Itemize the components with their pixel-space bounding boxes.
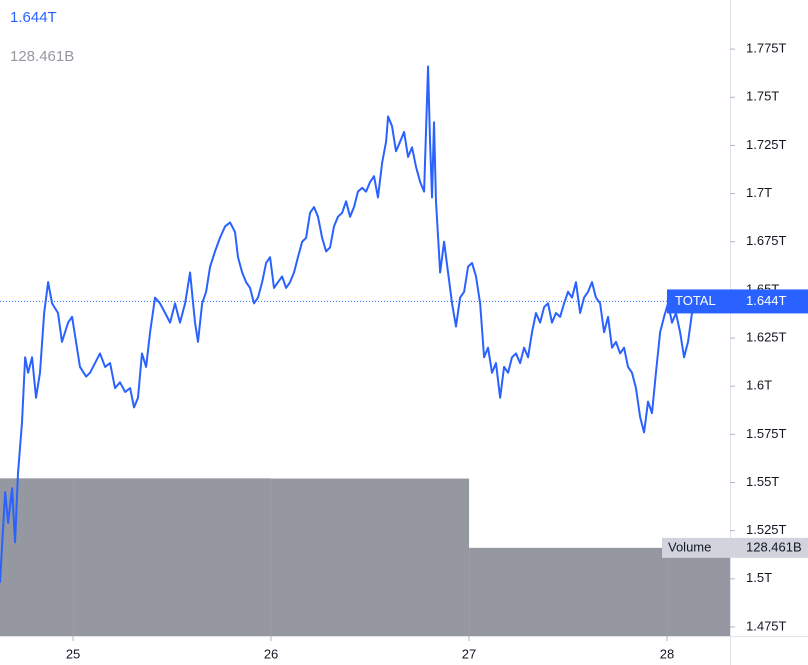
x-tick-label: 25 — [66, 646, 80, 661]
x-tick-label: 26 — [264, 646, 278, 661]
y-tick-label: 1.775T — [746, 41, 787, 56]
volume-tag-name: Volume — [668, 539, 711, 554]
y-tick-label: 1.5T — [746, 570, 772, 585]
y-tick-label: 1.7T — [746, 185, 772, 200]
volume-bar — [73, 478, 272, 636]
volume-tag — [662, 537, 808, 558]
y-tick-label: 1.6T — [746, 378, 772, 393]
y-tick-label: 1.725T — [746, 137, 787, 152]
y-tick-label: 1.55T — [746, 474, 779, 489]
series-tag-name: TOTAL — [675, 293, 716, 308]
series-tag-value: 1.644T — [746, 293, 787, 308]
y-tick-label: 1.525T — [746, 522, 787, 537]
volume-bar — [667, 547, 730, 636]
y-tick-label: 1.675T — [746, 233, 787, 248]
volume-bar — [271, 478, 470, 636]
legend-volume-value: 128.461B — [10, 48, 74, 65]
legend-last-value: 1.644T — [10, 9, 57, 26]
price-line — [0, 65, 697, 583]
y-tick-label: 1.575T — [746, 426, 787, 441]
axes: 1.475T 1.5T 1.525T 1.55T 1.575T 1.6T 1.625T 1.6… — [66, 41, 808, 661]
volume-bar — [469, 547, 668, 636]
y-tick-label: 1.625T — [746, 329, 787, 344]
x-tick-label: 28 — [660, 646, 674, 661]
plot-area — [0, 65, 730, 636]
y-tick-label: 1.75T — [746, 89, 779, 104]
series-tag — [667, 289, 808, 314]
x-tick-label: 27 — [462, 646, 476, 661]
volume-tag-value: 128.461B — [746, 539, 802, 554]
y-tick-label: 1.475T — [746, 618, 787, 633]
